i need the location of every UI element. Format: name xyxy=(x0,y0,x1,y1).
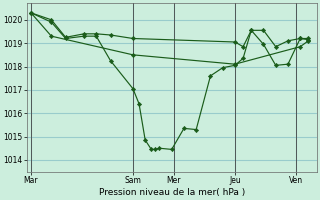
X-axis label: Pression niveau de la mer( hPa ): Pression niveau de la mer( hPa ) xyxy=(99,188,245,197)
